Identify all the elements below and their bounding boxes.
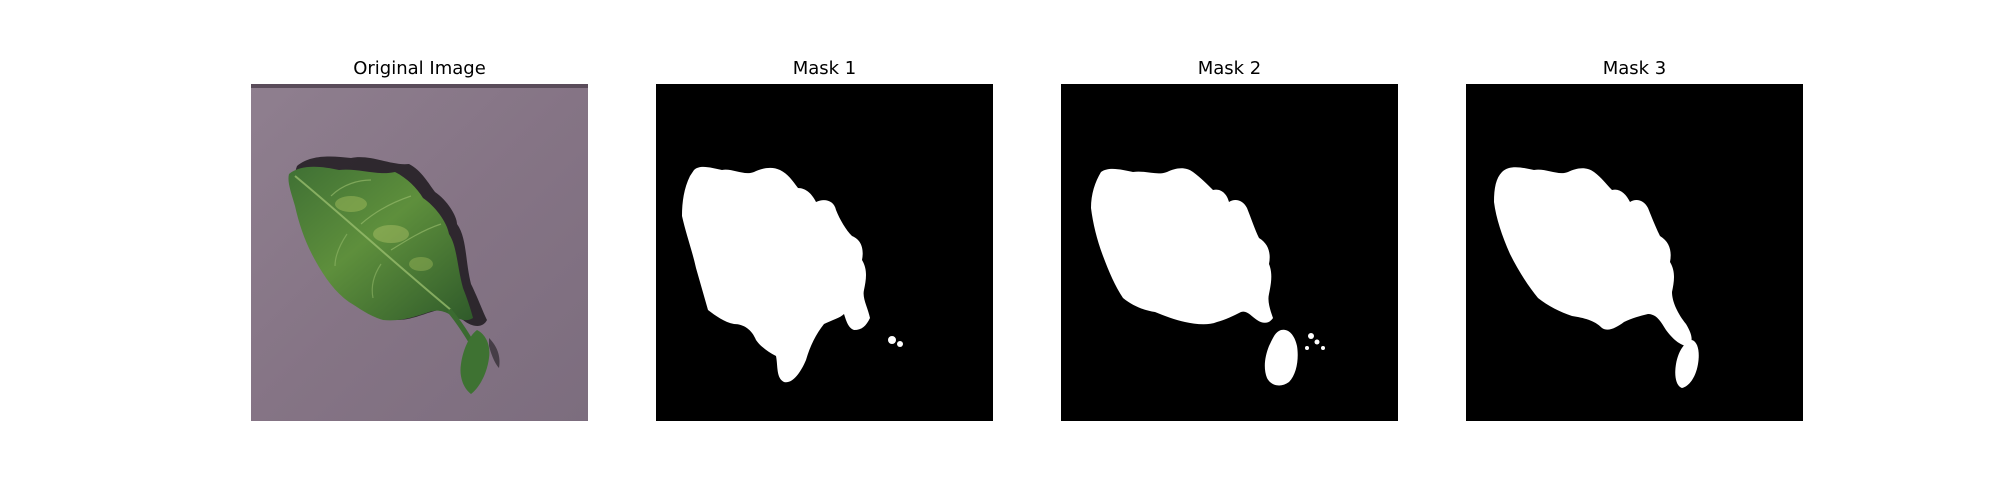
mask-region bbox=[682, 166, 870, 383]
mask-2-image bbox=[1061, 84, 1398, 421]
leaf-vein bbox=[334, 233, 348, 267]
panel-title-mask-2: Mask 2 bbox=[1197, 58, 1262, 79]
mask-speck bbox=[897, 341, 903, 347]
leaf-patch bbox=[373, 225, 409, 243]
leaf-midrib bbox=[294, 175, 452, 311]
mask-1-svg bbox=[656, 84, 993, 421]
mask-speck bbox=[1308, 333, 1314, 339]
original-image bbox=[251, 84, 588, 421]
mask-speck bbox=[1305, 346, 1309, 350]
leaf-vein bbox=[371, 263, 382, 299]
small-leaflet-shadow bbox=[489, 338, 500, 368]
leaf-patch bbox=[409, 257, 433, 271]
mask-1-image bbox=[656, 84, 993, 421]
mask-speck bbox=[1321, 346, 1325, 350]
panel-title-mask-1: Mask 1 bbox=[792, 58, 857, 79]
mask-region bbox=[1091, 168, 1273, 325]
mask-speck bbox=[1314, 339, 1320, 345]
panel-title-original: Original Image bbox=[353, 58, 486, 79]
mask-3-image bbox=[1466, 84, 1803, 421]
mask-2-svg bbox=[1061, 84, 1398, 421]
mask-3-svg bbox=[1466, 84, 1803, 421]
leaf-body bbox=[288, 166, 473, 321]
small-leaflet bbox=[460, 330, 490, 394]
mask-region bbox=[1494, 167, 1692, 346]
leaf-vein bbox=[330, 179, 372, 197]
mask-region-lower bbox=[1264, 329, 1298, 386]
panel-title-mask-3: Mask 3 bbox=[1602, 58, 1667, 79]
photo-top-edge bbox=[251, 84, 588, 88]
leaf-vein bbox=[360, 195, 412, 225]
leaf-vein bbox=[390, 223, 442, 251]
mask-region-lower bbox=[1675, 340, 1699, 388]
leaf-patch bbox=[335, 196, 367, 212]
mask-speck bbox=[888, 336, 896, 344]
original-image-svg bbox=[251, 84, 588, 421]
